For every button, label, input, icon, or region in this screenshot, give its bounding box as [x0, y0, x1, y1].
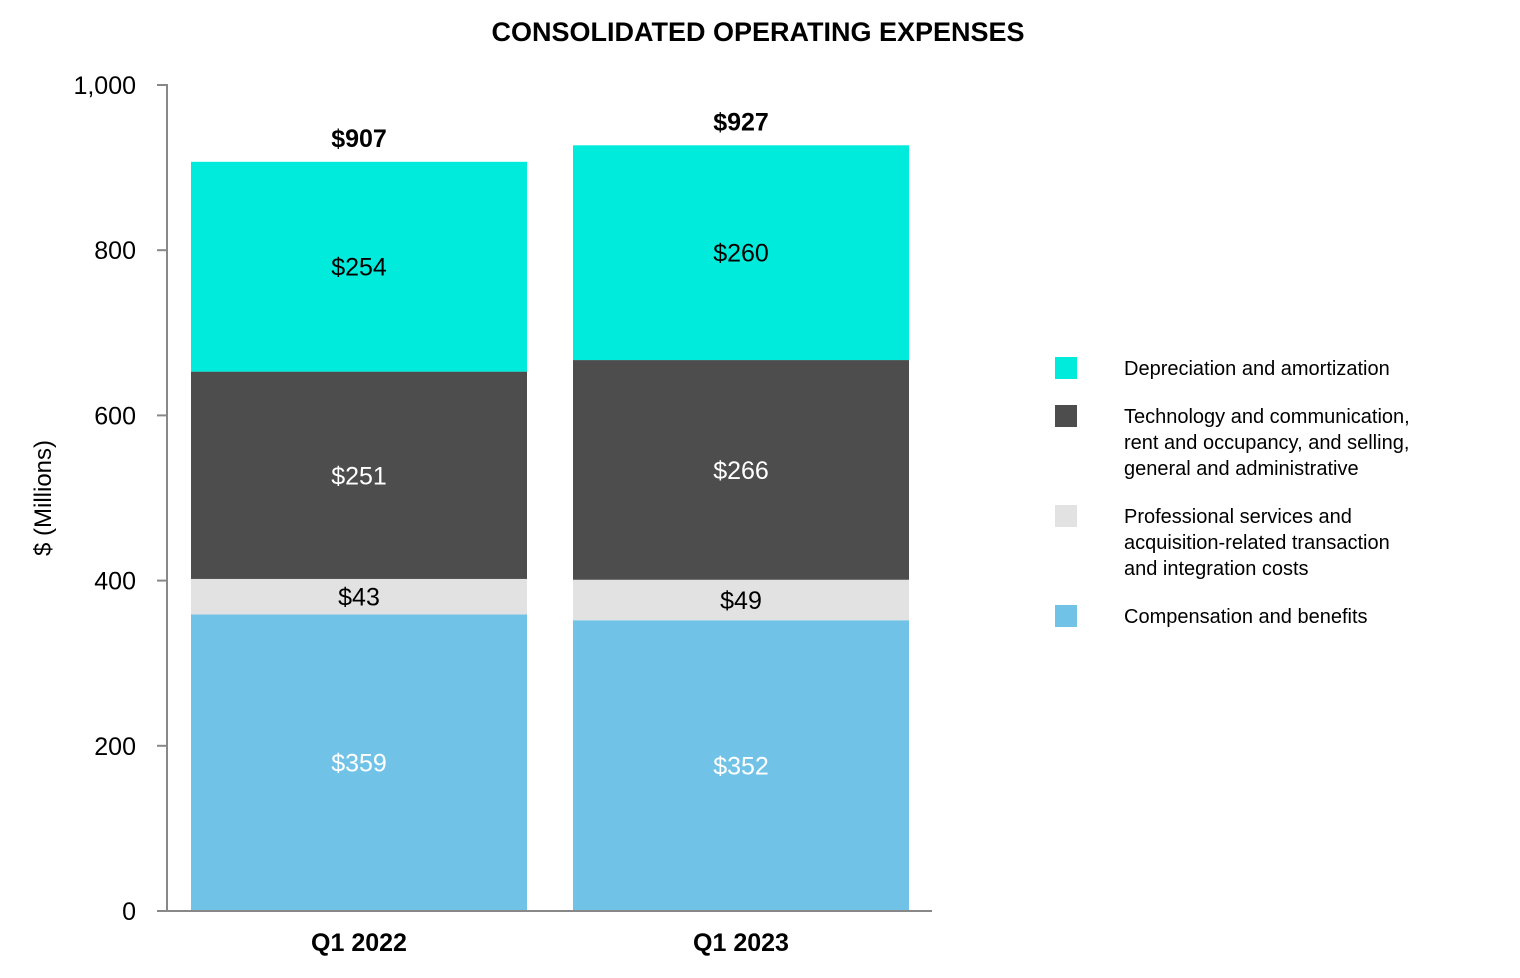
data-label: $43	[338, 584, 380, 612]
legend-swatch	[1055, 605, 1077, 627]
bar-segment	[191, 578, 527, 615]
y-tick-label: 1,000	[73, 72, 136, 100]
x-labels-group: Q1 2022 Q1 2023	[311, 929, 789, 957]
x-tick-label: Q1 2022	[311, 929, 407, 957]
y-axis-label: $ (Millions)	[30, 440, 57, 556]
chart-title: CONSOLIDATED OPERATING EXPENSES	[491, 17, 1024, 47]
x-tick-label: Q1 2023	[693, 929, 789, 957]
bars-group: $359 $43 $251 $254 $907 $352 $49 $266 $260 $927	[191, 108, 909, 911]
y-tick-label: 600	[94, 402, 136, 430]
bar-segment	[191, 614, 527, 911]
legend-swatch	[1055, 505, 1077, 527]
legend-swatch	[1055, 405, 1077, 427]
total-label: $907	[331, 125, 387, 153]
legend-label: and integration costs	[1124, 558, 1309, 580]
legend-label: general and administrative	[1124, 458, 1359, 480]
y-ticks-group: 0 200 400 600 800 1,000	[73, 72, 167, 926]
legend-label: Technology and communication,	[1124, 406, 1410, 428]
bar-segment	[191, 161, 527, 372]
legend-label: acquisition-related transaction	[1124, 532, 1390, 554]
bar-segment	[573, 145, 909, 361]
bar-segment	[191, 371, 527, 579]
bar-segment	[573, 620, 909, 911]
legend-label: Professional services and	[1124, 506, 1352, 528]
data-label: $359	[331, 750, 387, 778]
data-label: $254	[331, 254, 387, 282]
data-label: $260	[713, 240, 769, 268]
y-tick-label: 800	[94, 237, 136, 265]
data-label: $251	[331, 462, 387, 490]
bar-segment	[573, 579, 909, 621]
data-label: $49	[720, 587, 762, 615]
y-tick-label: 0	[122, 898, 136, 926]
data-label: $266	[713, 457, 769, 485]
y-tick-label: 200	[94, 733, 136, 761]
bar-segment	[573, 360, 909, 580]
axes-group	[157, 84, 932, 912]
data-label: $352	[713, 753, 769, 781]
legend-label: rent and occupancy, and selling,	[1124, 432, 1409, 454]
legend-swatch	[1055, 357, 1077, 379]
legend-label: Depreciation and amortization	[1124, 358, 1390, 380]
total-label: $927	[713, 108, 769, 136]
legend: Depreciation and amortization Technology …	[1055, 357, 1410, 628]
y-tick-label: 400	[94, 568, 136, 596]
legend-label: Compensation and benefits	[1124, 606, 1368, 628]
